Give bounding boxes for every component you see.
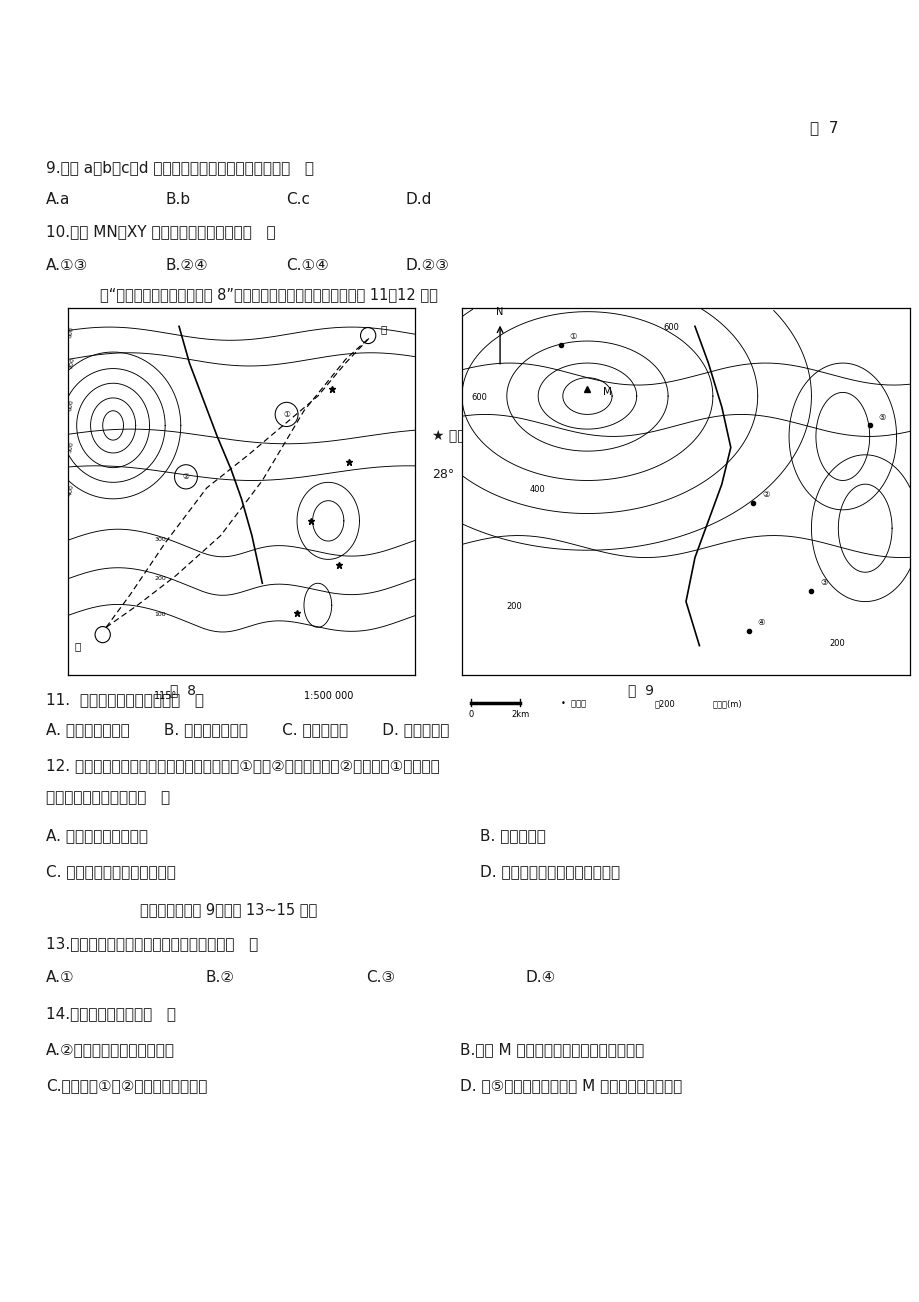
Text: ①: ① [569,332,576,341]
Text: D. 由⑤居民点取近道攻登 M 山忽上忽下较耗体力: D. 由⑤居民点取近道攻登 M 山忽上忽下较耗体力 [460,1078,682,1094]
Text: C.c: C.c [286,193,310,207]
Text: D.④: D.④ [526,970,556,986]
Text: 13.靠近水源、受水患影响最小的居民点是（   ）: 13.靠近水源、受水患影响最小的居民点是（ ） [46,936,258,952]
Text: 1:500 000: 1:500 000 [303,691,353,700]
Text: 700: 700 [68,357,74,370]
Text: 200: 200 [154,575,166,581]
Text: 图  9: 图 9 [628,684,653,697]
Text: ①: ① [283,410,289,419]
Text: 14.下列叙述正确的是（   ）: 14.下列叙述正确的是（ ） [46,1006,176,1022]
Text: ②: ② [182,473,189,482]
Text: 2km: 2km [511,710,528,719]
Text: C.图中河流①～②段从西北流向东南: C.图中河流①～②段从西北流向东南 [46,1078,207,1094]
Text: 600: 600 [663,323,679,332]
Text: A. 从西南流向东北       B. 从东北流向西南       C. 从北流向南       D. 从南流向北: A. 从西南流向东北 B. 从东北流向西南 C. 从北流向南 D. 从南流向北 [46,723,448,737]
Text: ④: ④ [757,618,765,628]
Text: N: N [496,307,504,318]
Text: 读等高线地形图 9，回答 13~15 题。: 读等高线地形图 9，回答 13~15 题。 [140,902,317,918]
Text: B.b: B.b [165,193,191,207]
Text: 9.图中 a、b、c、d 四点中，最容易发育成河流的是（   ）: 9.图中 a、b、c、d 四点中，最容易发育成河流的是（ ） [46,160,313,176]
Text: 0: 0 [468,710,473,719]
Text: 等高线(m): 等高线(m) [712,699,742,708]
Text: B.②④: B.②④ [165,258,209,272]
Text: 比，主要的有利条件是（   ）: 比，主要的有利条件是（ ） [46,790,170,806]
Text: A.②居民点最容易发展成城镇: A.②居民点最容易发展成城镇 [46,1043,175,1057]
Text: A.a: A.a [46,193,70,207]
Text: 图  8: 图 8 [170,684,196,697]
Text: D.d: D.d [405,193,432,207]
Text: 甲: 甲 [380,324,386,333]
Text: 400: 400 [528,484,544,493]
Text: B.②: B.② [206,970,234,986]
Text: 800: 800 [68,326,74,339]
Text: 500: 500 [68,441,74,453]
Text: D. 连接多个居民点，社会效益大: D. 连接多个居民点，社会效益大 [480,865,619,879]
Text: 乙: 乙 [74,642,81,651]
Text: 100: 100 [154,612,166,617]
Text: C.③: C.③ [366,970,394,986]
Text: C.①④: C.①④ [286,258,328,272]
Text: 12. 若在甲、乙两城镇之间修建一条公路，有①线和②线两个方案，②线方案与①线方案相: 12. 若在甲、乙两城镇之间修建一条公路，有①线和②线两个方案，②线方案与①线方… [46,759,439,773]
Text: D.②③: D.②③ [405,258,449,272]
Text: A. 线路较短，工程量小: A. 线路较短，工程量小 [46,828,148,844]
Text: ★ 稻田: ★ 稻田 [432,428,465,441]
Text: ⑤: ⑤ [878,413,885,422]
Text: ～200: ～200 [654,699,675,708]
Text: 读“我国某区域等高线地形图 8”（虚线表示拟建的公路线），回答 11～12 题。: 读“我国某区域等高线地形图 8”（虚线表示拟建的公路线），回答 11～12 题。 [100,288,437,302]
Text: 图  7: 图 7 [809,121,837,135]
Text: 28°: 28° [432,469,454,482]
Text: C. 不用修大型桥梁，少占耕地: C. 不用修大型桥梁，少占耕地 [46,865,176,879]
Text: 400: 400 [68,483,74,496]
Text: 300: 300 [154,536,166,542]
Text: A.①③: A.①③ [46,258,88,272]
Text: ③: ③ [820,578,827,587]
Text: 600: 600 [471,393,486,402]
Text: M: M [603,388,611,397]
Text: 600: 600 [68,400,74,411]
Text: •  居民点: • 居民点 [560,699,585,708]
Text: 200: 200 [828,639,845,647]
Text: 200: 200 [506,602,522,611]
Text: B.站在 M 山顶可以通视图中的所有居民点: B.站在 M 山顶可以通视图中的所有居民点 [460,1043,643,1057]
Text: 11.  图中主要河流的流向为（   ）: 11. 图中主要河流的流向为（ ） [46,693,204,707]
Text: 115°: 115° [153,691,176,700]
Text: ②: ② [761,490,769,499]
Text: B. 坡度较平缓: B. 坡度较平缓 [480,828,545,844]
Text: A.①: A.① [46,970,74,986]
Text: 10.图中 MN、XY 的交点，在剖面图中是（   ）: 10.图中 MN、XY 的交点，在剖面图中是（ ） [46,224,276,240]
